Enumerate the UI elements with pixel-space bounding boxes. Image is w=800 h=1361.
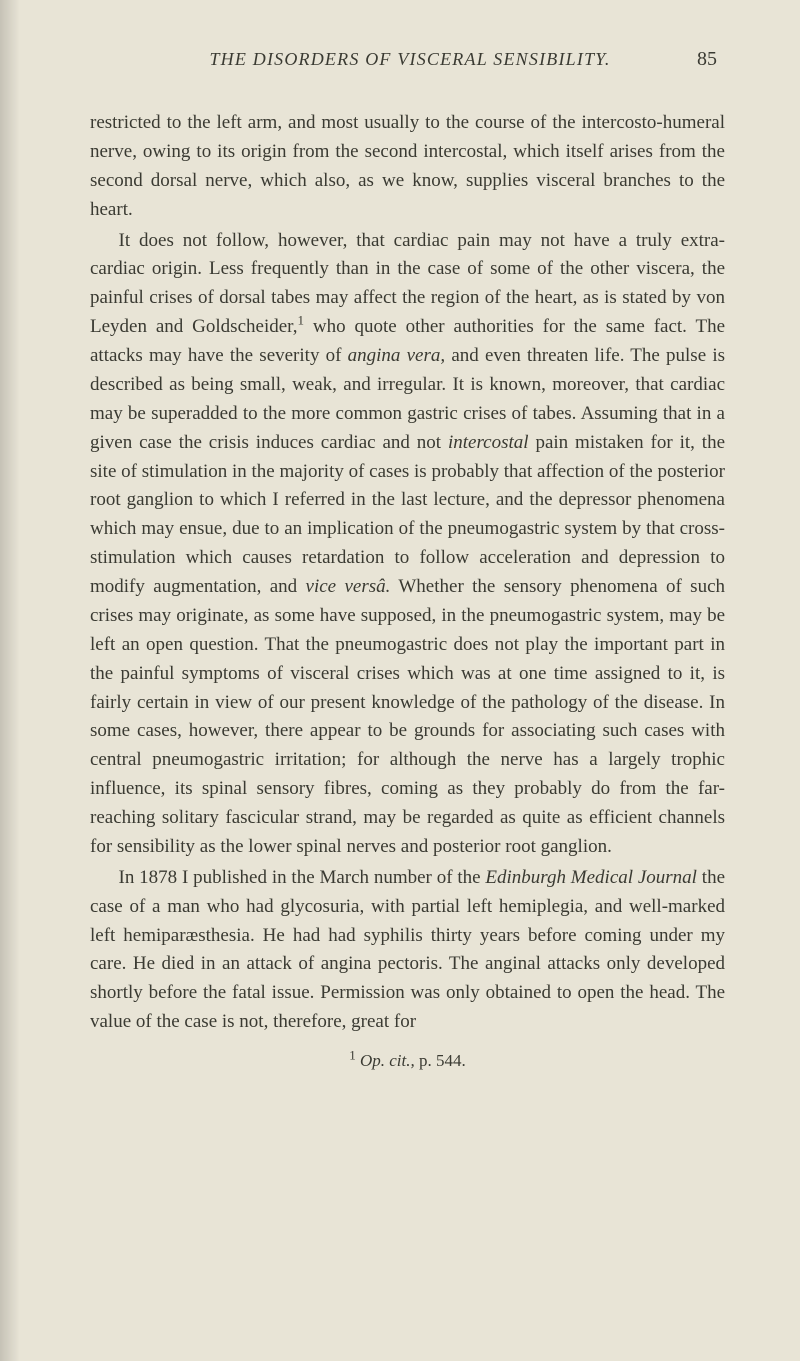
para1-text: restricted to the left arm, and most usu… (90, 112, 725, 220)
term-angina-vera: angina vera, (348, 345, 445, 366)
paragraph-2: It does not follow, however, that cardia… (90, 227, 725, 862)
para2-d: pain mistaken for it, the site of stimul… (90, 432, 725, 597)
term-edinburgh-journal: Edinburgh Medical Journal (485, 867, 697, 888)
paragraph-3: In 1878 I published in the March number … (90, 864, 725, 1037)
para3-a: In 1878 I published in the March number … (119, 867, 486, 888)
footnote-b: p. 544. (415, 1051, 466, 1070)
page-shadow (0, 0, 20, 1361)
running-title: THE DISORDERS OF VISCERAL SENSIBILITY. (148, 49, 672, 70)
term-vice-versa: vice versâ. (306, 576, 391, 597)
footnote-citation: Op. cit., (360, 1051, 415, 1070)
para3-b: the case of a man who had glycosuria, wi… (90, 867, 725, 1032)
term-intercostal: intercostal (448, 432, 529, 453)
body-text: restricted to the left arm, and most usu… (90, 109, 725, 1037)
footnote: 1 Op. cit., p. 544. (90, 1051, 725, 1071)
page-header: THE DISORDERS OF VISCERAL SENSIBILITY. 8… (90, 48, 725, 71)
para2-e: Whether the sensory phenomena of such cr… (90, 576, 725, 857)
footnote-marker: 1 (349, 1047, 356, 1062)
page-number: 85 (697, 48, 717, 71)
paragraph-1: restricted to the left arm, and most usu… (90, 109, 725, 225)
